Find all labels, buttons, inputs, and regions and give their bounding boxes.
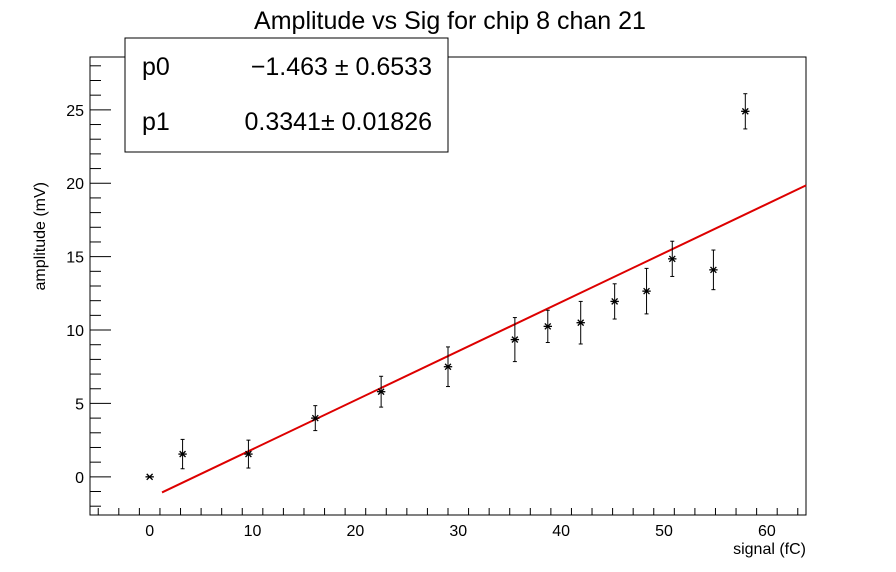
y-tick-label: 10 bbox=[66, 323, 84, 340]
asterisk-marker bbox=[376, 388, 386, 396]
stat-p1-name: p1 bbox=[142, 108, 170, 136]
fit-layer bbox=[161, 184, 807, 494]
marker-stroke bbox=[311, 414, 319, 422]
y-tick-label: 25 bbox=[66, 103, 84, 120]
data-point bbox=[642, 267, 651, 315]
asterisk-marker bbox=[145, 473, 154, 481]
asterisk-marker bbox=[443, 363, 453, 371]
x-tick-label: 0 bbox=[145, 523, 154, 540]
x-tick-label: 40 bbox=[552, 523, 570, 540]
data-point bbox=[741, 93, 750, 130]
data-point bbox=[709, 249, 718, 291]
asterisk-marker bbox=[244, 450, 253, 458]
asterisk-marker bbox=[610, 298, 619, 305]
marker-stroke bbox=[444, 363, 452, 371]
asterisk-marker bbox=[543, 322, 552, 330]
asterisk-marker bbox=[576, 319, 585, 327]
x-axis-title: signal (fC) bbox=[733, 541, 806, 558]
marker-stroke bbox=[643, 287, 650, 295]
asterisk-marker bbox=[311, 414, 320, 422]
data-point bbox=[244, 439, 253, 469]
y-axis-title: amplitude (mV) bbox=[32, 182, 49, 290]
data-point bbox=[610, 283, 619, 320]
y-tick-label: 0 bbox=[75, 470, 84, 487]
data-point bbox=[311, 405, 320, 432]
stat-p0-value: −1.463 ± 0.6533 bbox=[251, 53, 432, 81]
stats-box-frame bbox=[124, 37, 449, 153]
asterisk-marker bbox=[709, 266, 718, 274]
data-point bbox=[576, 300, 585, 345]
marker-stroke bbox=[741, 107, 749, 115]
y-tick-label: 5 bbox=[75, 396, 84, 413]
asterisk-marker bbox=[510, 336, 520, 343]
x-tick-label: 10 bbox=[244, 523, 262, 540]
data-point bbox=[376, 375, 386, 408]
marker-stroke bbox=[544, 322, 552, 330]
y-tick-label: 15 bbox=[66, 250, 84, 267]
data-point bbox=[178, 438, 187, 470]
y-tick-label: 20 bbox=[66, 176, 84, 193]
stat-p0-name: p0 bbox=[142, 53, 170, 81]
marker-stroke bbox=[377, 388, 385, 396]
stat-p1-value: 0.3341± 0.01826 bbox=[245, 108, 433, 136]
chart-title: Amplitude vs Sig for chip 8 chan 21 bbox=[254, 7, 646, 35]
data-point bbox=[443, 346, 453, 388]
x-tick-label: 30 bbox=[449, 523, 467, 540]
asterisk-marker bbox=[741, 107, 750, 115]
marker-stroke bbox=[668, 255, 676, 263]
marker-stroke bbox=[179, 450, 186, 458]
asterisk-marker bbox=[668, 255, 677, 263]
axes: 0 10 20 30 40 50 60 0 5 10 15 20 25 bbox=[66, 65, 799, 540]
x-tick-label: 60 bbox=[758, 523, 776, 540]
x-tick-label: 50 bbox=[655, 523, 673, 540]
asterisk-marker bbox=[642, 287, 651, 295]
marker-stroke bbox=[245, 450, 252, 458]
data-points bbox=[145, 93, 750, 481]
asterisk-marker bbox=[178, 450, 187, 458]
data-point bbox=[543, 309, 552, 344]
data-point bbox=[668, 240, 677, 277]
marker-stroke bbox=[577, 319, 585, 327]
marker-stroke bbox=[611, 298, 619, 305]
marker-stroke bbox=[710, 266, 717, 274]
marker-stroke bbox=[146, 473, 154, 481]
data-point bbox=[510, 317, 520, 363]
fit-line bbox=[161, 184, 807, 494]
x-tick-label: 20 bbox=[347, 523, 365, 540]
fit-stats-box: p0 −1.463 ± 0.6533 p1 0.3341± 0.01826 bbox=[124, 37, 449, 153]
marker-stroke bbox=[511, 336, 519, 343]
data-point bbox=[145, 473, 154, 481]
